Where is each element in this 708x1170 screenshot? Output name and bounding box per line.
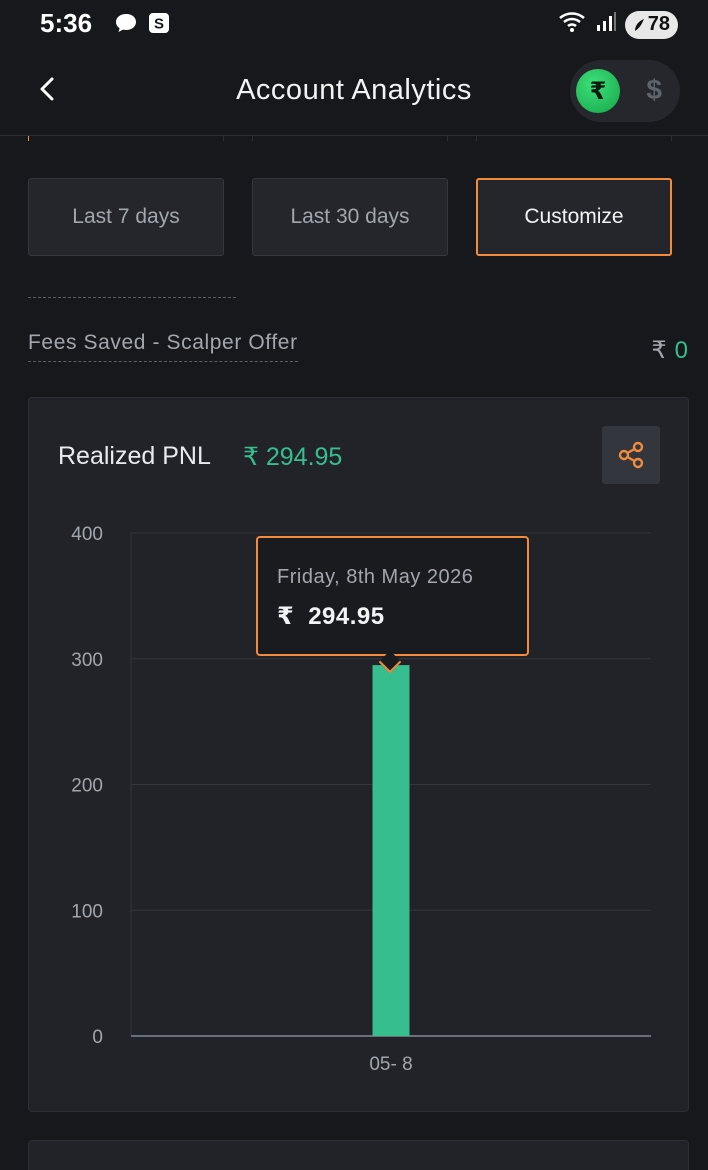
last-7-days-button[interactable]: Last 7 days — [28, 178, 224, 256]
battery-icon: 78 — [624, 10, 678, 39]
app-header: Account Analytics ₹ $ — [0, 56, 708, 136]
strip-tab[interactable] — [476, 136, 672, 141]
wifi-icon — [557, 10, 587, 39]
y-tick-label: 100 — [71, 901, 103, 922]
dashed-divider — [28, 297, 236, 298]
last-30-days-button[interactable]: Last 30 days — [252, 178, 448, 256]
share-button[interactable] — [602, 426, 660, 484]
tooltip-date: Friday, 8th May 2026 — [277, 566, 474, 588]
share-icon — [618, 441, 644, 469]
next-card — [28, 1140, 689, 1170]
tooltip-amount: 294.95 — [308, 603, 385, 630]
strip-tab[interactable] — [28, 136, 224, 141]
tooltip-currency: ₹ — [277, 603, 295, 630]
back-button[interactable] — [30, 72, 64, 106]
realized-pnl-card: Realized PNL ₹ 294.95 0 100 200 300 400 05- 8… — [28, 397, 689, 1112]
y-tick-label: 400 — [71, 524, 103, 545]
y-tick-label: 0 — [92, 1027, 103, 1048]
scrolled-tab-strip — [0, 136, 708, 142]
svg-text:S: S — [154, 16, 164, 33]
strip-tab[interactable] — [252, 136, 448, 141]
pnl-bar-chart: 0 100 200 300 400 05- 8 — [71, 524, 651, 1075]
status-time: 5:36 — [40, 8, 93, 38]
rupee-icon[interactable]: ₹ — [576, 69, 620, 113]
pnl-value: ₹ 294.95 — [243, 443, 343, 471]
customize-button[interactable]: Customize — [476, 178, 672, 256]
chevron-left-icon — [40, 77, 54, 101]
y-tick-label: 200 — [71, 776, 103, 797]
date-range-selector: Last 7 days Last 30 days Customize — [28, 178, 672, 256]
chat-bubble-icon — [114, 12, 138, 39]
battery-level: 78 — [647, 13, 670, 35]
x-tick-label: 05- 8 — [369, 1054, 412, 1075]
tooltip-value: ₹294.95 — [277, 602, 385, 631]
fees-saved-label[interactable]: Fees Saved - Scalper Offer — [28, 331, 298, 362]
s-app-icon: S — [148, 12, 170, 39]
fees-saved-value: ₹0 — [651, 336, 688, 365]
signal-icon — [595, 11, 617, 38]
pnl-bar — [372, 665, 410, 1036]
currency-toggle[interactable]: ₹ $ — [570, 60, 680, 122]
chart-tooltip: Friday, 8th May 2026 ₹294.95 — [256, 536, 529, 674]
status-bar: 5:36 S 78 — [0, 0, 708, 48]
fees-currency: ₹ — [651, 337, 667, 364]
pnl-title: Realized PNL — [58, 442, 211, 470]
y-tick-label: 300 — [71, 650, 103, 671]
dollar-icon[interactable]: $ — [646, 74, 662, 105]
page-title: Account Analytics — [236, 74, 472, 106]
fees-amount: 0 — [674, 337, 688, 364]
